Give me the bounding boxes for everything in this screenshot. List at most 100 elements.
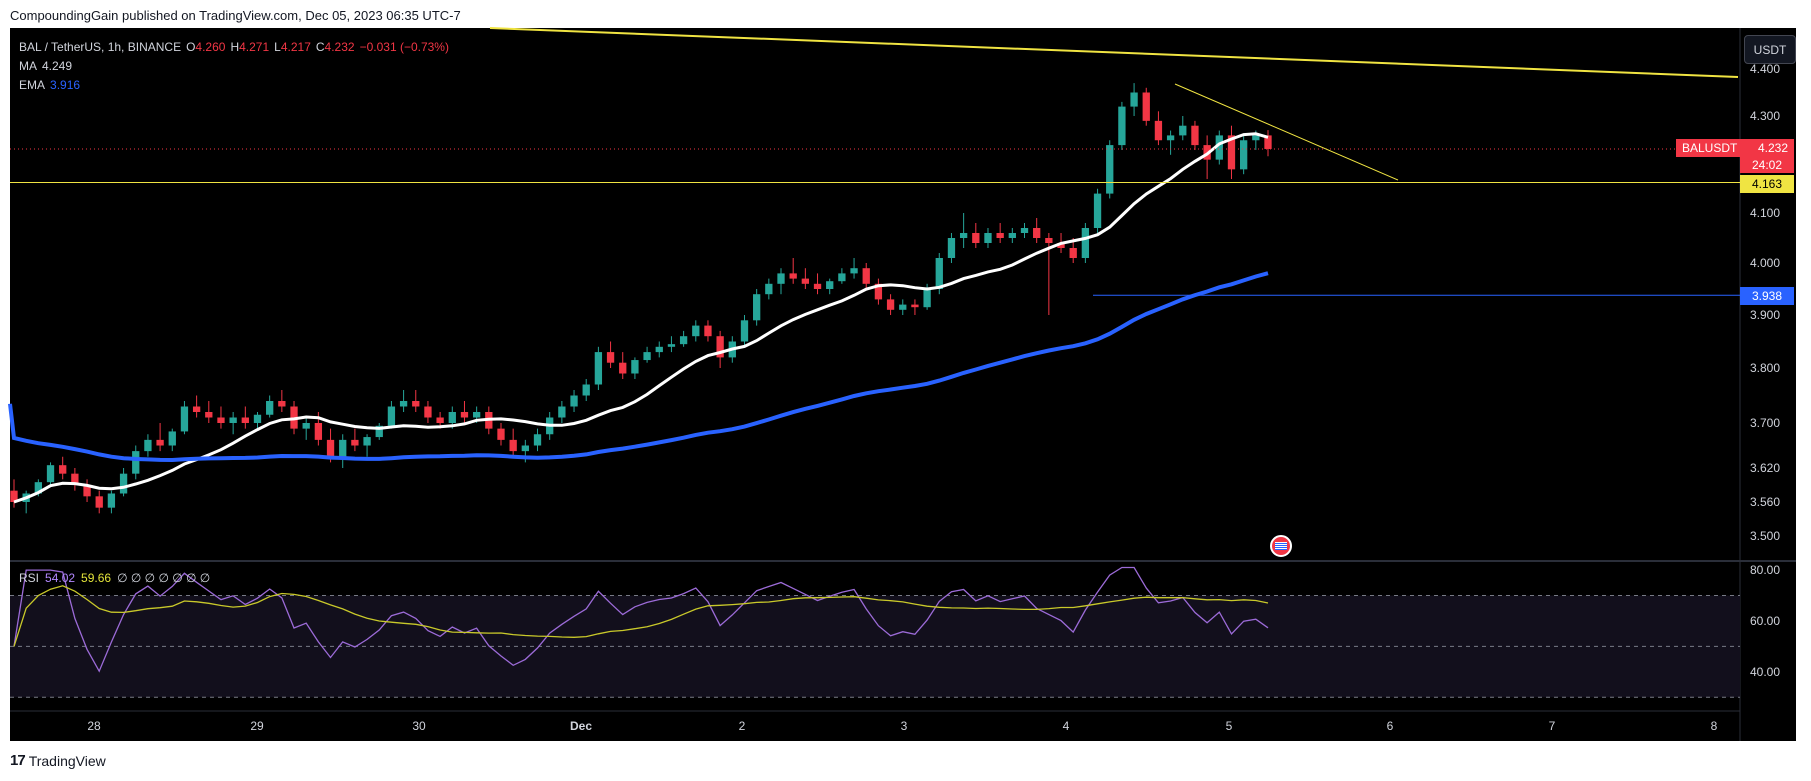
candle-body	[266, 401, 274, 415]
candle-body	[241, 417, 249, 423]
rsi-value: 54.02	[45, 571, 76, 585]
candle-body	[850, 268, 858, 274]
candle-body	[1008, 233, 1016, 238]
descending-trend-line	[1174, 83, 1399, 181]
y-tick-label: 3.800	[1750, 361, 1780, 375]
candle-body	[59, 465, 67, 474]
candle-body	[558, 406, 566, 418]
candle-body	[339, 439, 347, 457]
rsi-ma-line	[13, 585, 1269, 647]
candle-body	[1020, 228, 1029, 233]
candle-body	[192, 406, 201, 412]
candle-body	[217, 417, 225, 423]
candle-body	[801, 278, 810, 284]
y-tick-label: 4.100	[1750, 206, 1780, 220]
candle-body	[1093, 193, 1102, 228]
candle-body	[1069, 248, 1077, 258]
candle-body	[387, 406, 396, 426]
x-tick-label: 28	[87, 719, 101, 733]
candle-body	[862, 268, 870, 284]
candle-body	[716, 336, 724, 358]
y-tick-label: 3.620	[1750, 461, 1780, 475]
candle-body	[399, 401, 408, 407]
ema-value: 3.916	[50, 78, 81, 92]
candle-body	[619, 362, 627, 374]
candle-body	[521, 445, 529, 452]
footer: 17 TradingView	[10, 752, 106, 769]
x-tick-label: 7	[1549, 719, 1556, 733]
y-tick-label: 4.000	[1750, 256, 1780, 270]
axis-layer: 28 29 30 Dec 2 3 4 5 6 7 8 3.500 3.560 3.620 3.700 3.80…	[87, 62, 1780, 733]
y-tick-label: 3.900	[1750, 308, 1780, 322]
price-layer	[8, 27, 1740, 514]
candle-body	[107, 493, 116, 508]
x-tick-label: 3	[901, 719, 908, 733]
footer-brand[interactable]: TradingView	[28, 752, 106, 769]
currency-button[interactable]: USDT	[1744, 35, 1796, 64]
ema-label[interactable]: EMA	[19, 78, 46, 92]
candle-body	[899, 304, 907, 310]
candle-body	[679, 336, 688, 345]
rsi-line	[13, 566, 1269, 673]
candle-body	[448, 412, 456, 423]
candle-body	[436, 417, 444, 423]
x-tick-label: 5	[1226, 719, 1233, 733]
candle-body	[363, 437, 371, 446]
high-label: H	[230, 40, 240, 54]
candle-body	[1166, 135, 1175, 141]
x-tick-label: 6	[1387, 719, 1394, 733]
symbol-label[interactable]: BAL / TetherUS, 1h, BINANCE	[19, 40, 182, 54]
candle-body	[351, 439, 359, 446]
ma-value: 4.249	[42, 59, 73, 73]
candle-body	[1033, 228, 1041, 238]
rsi-y-tick-label: 40.00	[1750, 665, 1780, 679]
candle-body	[1264, 135, 1272, 149]
candle-body	[412, 401, 420, 407]
us-flag-icon[interactable]	[1270, 535, 1292, 557]
candle-body	[1227, 135, 1236, 170]
candle-body	[10, 490, 18, 502]
y-tick-label: 4.400	[1750, 62, 1780, 76]
candle-body	[132, 451, 140, 474]
candle-body	[1130, 92, 1138, 107]
candle-body	[1106, 145, 1114, 194]
candle-body	[789, 273, 797, 279]
ma-line	[13, 132, 1269, 504]
candle-body	[533, 434, 542, 446]
rsi-label[interactable]: RSI	[19, 571, 40, 585]
candle-body	[119, 473, 128, 494]
close-value: 4.232	[324, 40, 355, 54]
candle-body	[460, 412, 469, 418]
x-tick-label: Dec	[570, 719, 592, 733]
rsi-legend: RSI 54.02 59.66 ∅ ∅ ∅ ∅ ∅ ∅ ∅	[19, 571, 210, 585]
candle-body	[34, 482, 43, 494]
candle-body	[156, 439, 164, 446]
candle-body	[1215, 135, 1223, 160]
candle-body	[95, 496, 103, 508]
candle-body	[947, 238, 956, 258]
candle-body	[1057, 243, 1065, 248]
tradingview-logo-icon[interactable]: 17	[10, 752, 26, 769]
rsi-layer	[10, 566, 1740, 698]
candle-body	[692, 325, 700, 337]
candle-body	[972, 233, 980, 243]
candle-body	[375, 425, 383, 438]
x-tick-label: 29	[250, 719, 264, 733]
rsi-y-tick-label: 60.00	[1750, 614, 1780, 628]
candle-body	[497, 428, 505, 440]
upper-trend-line	[489, 27, 1739, 78]
low-label: L	[274, 40, 281, 54]
publish-header: CompoundingGain published on TradingView…	[10, 8, 461, 23]
candle-body	[1118, 106, 1126, 146]
candle-body	[314, 423, 323, 440]
ma-label[interactable]: MA	[19, 59, 37, 73]
candle-body	[205, 412, 213, 418]
x-tick-label: 30	[412, 719, 426, 733]
candle-body	[1252, 135, 1260, 141]
candle-body	[71, 473, 79, 485]
close-label: C	[315, 40, 325, 54]
ema-line	[8, 271, 1269, 463]
support-level-tag: 4.163	[1740, 175, 1794, 193]
candle-body	[740, 320, 749, 342]
